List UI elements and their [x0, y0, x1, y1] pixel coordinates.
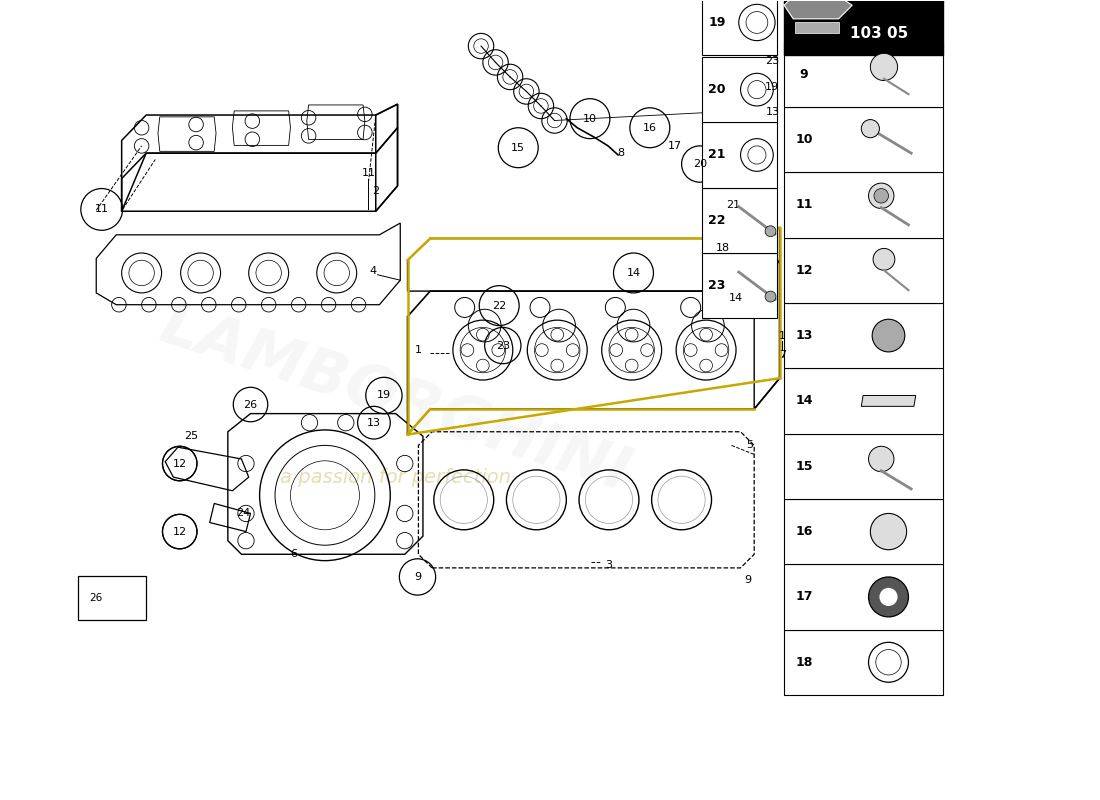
- Circle shape: [874, 189, 889, 203]
- Text: 15: 15: [795, 460, 813, 473]
- Circle shape: [872, 319, 905, 352]
- Text: 103 05: 103 05: [850, 26, 909, 41]
- Circle shape: [870, 514, 906, 550]
- Text: 4: 4: [370, 266, 376, 276]
- Text: 26: 26: [243, 399, 257, 410]
- FancyBboxPatch shape: [703, 0, 777, 55]
- FancyBboxPatch shape: [78, 576, 146, 620]
- Circle shape: [869, 577, 909, 617]
- Text: 13: 13: [795, 329, 813, 342]
- Text: a passion for perfection: a passion for perfection: [280, 468, 512, 486]
- Circle shape: [869, 183, 894, 209]
- FancyBboxPatch shape: [784, 630, 943, 695]
- Text: 21: 21: [708, 149, 726, 162]
- Text: 9: 9: [414, 572, 421, 582]
- Text: 26: 26: [89, 593, 102, 603]
- FancyBboxPatch shape: [784, 564, 943, 630]
- Text: 25: 25: [185, 431, 199, 442]
- Text: 11: 11: [795, 198, 813, 211]
- Text: 14: 14: [729, 294, 744, 303]
- Text: 14: 14: [626, 268, 640, 278]
- Text: 10: 10: [583, 114, 597, 124]
- Polygon shape: [861, 395, 915, 406]
- Text: 12: 12: [173, 526, 187, 537]
- Text: 23: 23: [708, 279, 726, 292]
- Text: 17: 17: [795, 590, 813, 603]
- FancyBboxPatch shape: [784, 368, 943, 434]
- Text: 13: 13: [367, 418, 381, 428]
- Text: 24: 24: [236, 507, 251, 518]
- Text: 22: 22: [708, 214, 726, 227]
- Text: 8: 8: [617, 148, 625, 158]
- Text: 19: 19: [377, 390, 390, 401]
- Circle shape: [873, 249, 895, 270]
- Text: 12: 12: [795, 264, 813, 277]
- Circle shape: [870, 54, 898, 81]
- Text: 19: 19: [708, 16, 726, 29]
- Text: 18: 18: [795, 656, 813, 669]
- Circle shape: [766, 226, 775, 237]
- FancyBboxPatch shape: [784, 0, 943, 55]
- Text: 17: 17: [668, 141, 682, 151]
- Text: 2: 2: [372, 186, 379, 196]
- FancyBboxPatch shape: [795, 22, 838, 34]
- Circle shape: [766, 291, 775, 302]
- Text: 23: 23: [766, 57, 780, 66]
- FancyBboxPatch shape: [703, 122, 777, 188]
- FancyBboxPatch shape: [784, 499, 943, 564]
- Text: 22: 22: [492, 301, 506, 310]
- FancyBboxPatch shape: [784, 42, 943, 107]
- Text: 23: 23: [496, 341, 510, 350]
- Text: 7: 7: [779, 350, 785, 360]
- Text: 20: 20: [693, 159, 707, 169]
- FancyBboxPatch shape: [784, 303, 943, 368]
- FancyBboxPatch shape: [784, 172, 943, 238]
- FancyBboxPatch shape: [784, 238, 943, 303]
- Circle shape: [869, 446, 894, 472]
- FancyBboxPatch shape: [784, 107, 943, 172]
- Text: 19: 19: [766, 82, 780, 92]
- Text: 10: 10: [795, 133, 813, 146]
- Text: LAMBORGHINI: LAMBORGHINI: [153, 296, 638, 504]
- Text: 9: 9: [800, 68, 808, 81]
- Text: 18: 18: [715, 242, 729, 253]
- Text: 12: 12: [173, 458, 187, 469]
- Circle shape: [861, 119, 879, 138]
- Text: 15: 15: [512, 142, 525, 153]
- FancyBboxPatch shape: [784, 434, 943, 499]
- Text: 3: 3: [605, 560, 613, 570]
- Text: 1: 1: [415, 345, 422, 355]
- FancyBboxPatch shape: [703, 57, 777, 122]
- Text: 14: 14: [795, 394, 813, 407]
- Text: 9: 9: [745, 574, 751, 585]
- Text: 20: 20: [708, 83, 726, 96]
- FancyBboxPatch shape: [703, 188, 777, 253]
- Text: 21: 21: [726, 200, 740, 210]
- Polygon shape: [784, 0, 852, 19]
- FancyBboxPatch shape: [703, 253, 777, 318]
- Text: 6: 6: [290, 550, 298, 559]
- Text: 16: 16: [795, 525, 813, 538]
- Text: 13: 13: [766, 107, 779, 118]
- Text: 1: 1: [779, 331, 785, 342]
- Text: 16: 16: [642, 122, 657, 133]
- Text: 11: 11: [95, 205, 109, 214]
- Text: 5: 5: [746, 440, 754, 450]
- Text: 11: 11: [362, 168, 375, 178]
- Circle shape: [879, 588, 898, 606]
